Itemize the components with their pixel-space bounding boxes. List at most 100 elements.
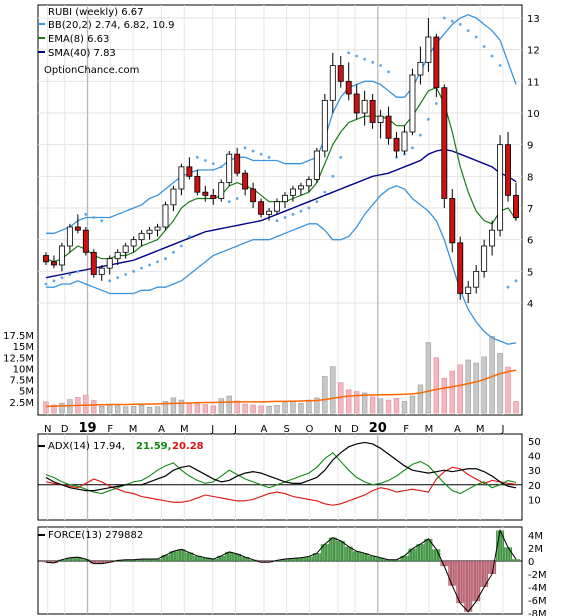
- candle-up: [497, 144, 504, 231]
- legend-bb-swatch: [38, 23, 45, 25]
- psar-dot: [426, 117, 430, 121]
- psar-dot: [275, 219, 279, 223]
- psar-dot: [498, 64, 502, 67]
- volume-bar: [114, 405, 121, 414]
- volume-bar: [186, 402, 193, 414]
- volume-bar: [314, 397, 320, 414]
- candle-up: [170, 188, 177, 206]
- adx-tick-label: 50: [528, 437, 541, 448]
- psar-dot: [395, 155, 398, 159]
- candle-down: [51, 261, 57, 266]
- candle-up: [361, 99, 368, 114]
- force-tick-label: -2M: [528, 570, 547, 581]
- volume-bar: [59, 402, 65, 414]
- psar-dot: [180, 244, 183, 248]
- candle-up: [226, 153, 233, 184]
- candle-down: [393, 137, 400, 152]
- price-panel-frame: [37, 4, 523, 416]
- volume-bar: [433, 357, 440, 414]
- psar-dot: [172, 250, 175, 254]
- psar-dot: [124, 273, 128, 276]
- psar-dot: [52, 279, 56, 283]
- adx-tick-label: 10: [528, 495, 541, 506]
- candle-up: [274, 201, 280, 212]
- volume-bar: [274, 405, 280, 414]
- volume-bar: [513, 401, 519, 414]
- psar-dot: [148, 263, 151, 267]
- month-tick-label: F: [403, 424, 409, 435]
- psar-dot: [76, 269, 80, 273]
- month-tick-label: A: [454, 424, 461, 435]
- psar-dot: [116, 276, 120, 280]
- candle-up: [465, 286, 472, 294]
- month-tick-label: 20: [369, 421, 387, 436]
- volume-bar: [481, 356, 487, 414]
- candle-down: [449, 198, 456, 244]
- price-tick-label: 8: [527, 172, 533, 183]
- candle-up: [489, 229, 496, 247]
- volume-bar: [210, 405, 216, 414]
- psar-dot: [466, 29, 470, 33]
- psar-dot: [514, 279, 518, 283]
- psar-dot: [203, 159, 207, 162]
- candle-down: [345, 80, 352, 95]
- volume-bar: [457, 364, 463, 414]
- candle-up: [377, 115, 384, 123]
- volume-bar: [170, 397, 177, 414]
- volume-bar: [417, 384, 424, 414]
- psar-dot: [323, 190, 327, 194]
- candle-up: [297, 185, 304, 190]
- minus-di-line: [45, 466, 517, 506]
- psar-dot: [458, 22, 462, 26]
- candle-up: [130, 239, 137, 247]
- volume-bar: [266, 406, 272, 414]
- candle-up: [106, 258, 113, 269]
- psar-dot: [339, 155, 343, 159]
- psar-dot: [355, 54, 359, 58]
- candle-down: [505, 144, 511, 196]
- volume-bar: [43, 401, 49, 414]
- force-tick-label: 4M: [528, 531, 543, 542]
- legend-site: OptionChance.com: [44, 65, 139, 76]
- legend-ema: EMA(8) 6.63: [48, 34, 109, 45]
- volume-bar: [377, 398, 384, 414]
- candle-down: [74, 226, 81, 231]
- candle-up: [146, 229, 153, 234]
- candlesticks: [43, 18, 519, 303]
- volume-tick-label: 5M: [19, 387, 34, 398]
- psar-dot: [347, 51, 351, 55]
- candle-up: [218, 182, 225, 199]
- psar-dot: [132, 269, 136, 273]
- candle-down: [82, 229, 89, 253]
- volume-bar: [353, 391, 360, 414]
- psar-dot: [156, 260, 159, 264]
- month-tick-label: J: [500, 424, 504, 435]
- month-tick-label: J: [233, 424, 237, 435]
- candle-down: [385, 115, 392, 139]
- psar-dot: [84, 212, 88, 216]
- psar-dot: [283, 216, 287, 219]
- psar-dot: [164, 257, 167, 261]
- force-legend-label: FORCE(13) 279882: [48, 530, 143, 541]
- price-tick-label: 13: [527, 14, 540, 25]
- force-tick-label: -8M: [528, 609, 547, 616]
- adx-legend-swatch: [38, 445, 45, 447]
- psar-dot: [100, 219, 104, 223]
- candle-up: [329, 65, 336, 101]
- volume-bar: [83, 394, 89, 414]
- candle-up: [473, 270, 480, 288]
- month-tick-label: D: [351, 424, 359, 435]
- candle-up: [425, 36, 432, 63]
- psar-dot: [251, 149, 255, 153]
- psar-dot: [267, 155, 271, 159]
- volume-bar: [290, 401, 296, 414]
- force-tick-label: 0: [528, 557, 534, 568]
- force-tick-label: -6M: [528, 596, 547, 607]
- candle-up: [481, 245, 488, 272]
- force-line: [45, 528, 517, 613]
- volume-bar: [361, 392, 368, 414]
- month-tick-label: O: [306, 424, 314, 435]
- psar-dot: [506, 285, 510, 289]
- psar-dot: [307, 206, 311, 210]
